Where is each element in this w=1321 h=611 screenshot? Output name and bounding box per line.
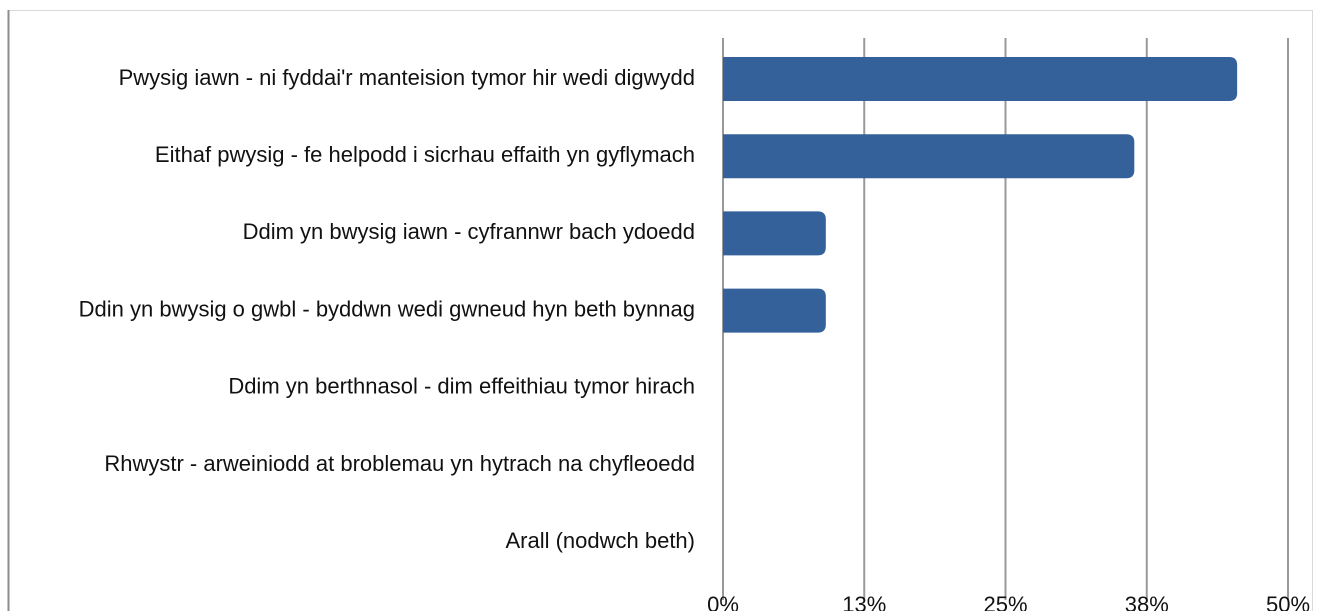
bar [723,288,826,333]
bar [723,134,1135,179]
x-tick-label: 50% [1266,592,1310,611]
y-tick-label: Arall (nodwch beth) [505,528,695,553]
y-tick-label: Eithaf pwysig - fe helpodd i sicrhau eff… [155,142,695,167]
x-tick-label: 38% [1125,592,1169,611]
y-tick-label: Pwysig iawn - ni fyddai'r manteision tym… [119,65,695,90]
bar [723,57,1238,101]
x-tick-label: 25% [983,592,1027,611]
x-tick-label: 0% [707,592,739,611]
y-tick-label: Ddin yn bwysig o gwbl - byddwn wedi gwne… [79,296,695,321]
y-tick-label: Ddim yn bwysig iawn - cyfrannwr bach ydo… [243,219,695,244]
y-tick-label: Rhwystr - arweiniodd at broblemau yn hyt… [104,451,695,476]
bar [723,211,826,256]
y-tick-label: Ddim yn berthnasol - dim effeithiau tymo… [228,374,695,399]
x-tick-label: 13% [842,592,886,611]
